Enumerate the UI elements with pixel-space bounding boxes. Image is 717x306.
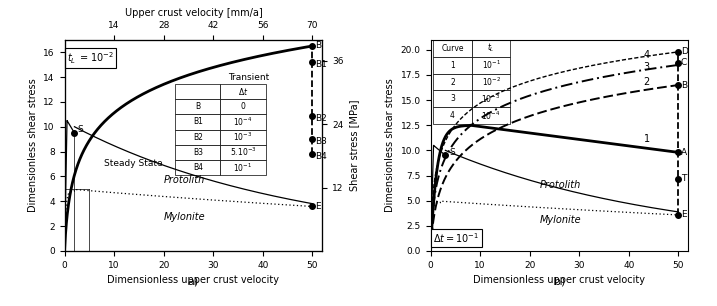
Y-axis label: Dimensionless shear stress: Dimensionless shear stress bbox=[28, 78, 38, 212]
Text: B2: B2 bbox=[315, 114, 327, 122]
Text: B4: B4 bbox=[315, 152, 327, 161]
Text: D: D bbox=[681, 47, 688, 56]
Text: 4: 4 bbox=[644, 50, 650, 60]
Text: Mylonite: Mylonite bbox=[163, 212, 205, 222]
Text: B: B bbox=[315, 42, 321, 50]
Text: b): b) bbox=[554, 277, 565, 287]
Text: B1: B1 bbox=[315, 60, 327, 69]
Text: Protolith: Protolith bbox=[163, 175, 205, 185]
Text: Protolith: Protolith bbox=[540, 180, 581, 190]
Y-axis label: Shear stress [MPa]: Shear stress [MPa] bbox=[349, 99, 359, 191]
Y-axis label: Dimensionless shear stress: Dimensionless shear stress bbox=[385, 78, 395, 212]
Text: Steady State: Steady State bbox=[104, 159, 163, 169]
Text: Mylonite: Mylonite bbox=[540, 215, 581, 225]
X-axis label: Dimensionless upper crust velocity: Dimensionless upper crust velocity bbox=[473, 275, 645, 285]
Text: B3: B3 bbox=[315, 137, 327, 146]
Text: a): a) bbox=[188, 277, 199, 287]
Text: $t_L\ =10^{-2}$: $t_L\ =10^{-2}$ bbox=[67, 50, 114, 66]
Text: $\Delta t=10^{-1}$: $\Delta t=10^{-1}$ bbox=[433, 231, 480, 245]
Text: 2: 2 bbox=[644, 77, 650, 87]
Text: S: S bbox=[77, 125, 83, 134]
Text: E: E bbox=[681, 210, 686, 219]
X-axis label: Upper crust velocity [mm/a]: Upper crust velocity [mm/a] bbox=[125, 8, 262, 17]
Text: 3: 3 bbox=[644, 62, 650, 72]
Text: S: S bbox=[450, 148, 455, 157]
Text: B: B bbox=[681, 80, 687, 90]
Text: C: C bbox=[681, 58, 687, 67]
X-axis label: Dimensionless upper crust velocity: Dimensionless upper crust velocity bbox=[108, 275, 280, 285]
Text: A: A bbox=[681, 148, 687, 157]
Text: T: T bbox=[681, 174, 686, 183]
Text: Transient: Transient bbox=[228, 73, 270, 81]
Text: 1: 1 bbox=[644, 134, 650, 144]
Text: E: E bbox=[315, 202, 320, 211]
